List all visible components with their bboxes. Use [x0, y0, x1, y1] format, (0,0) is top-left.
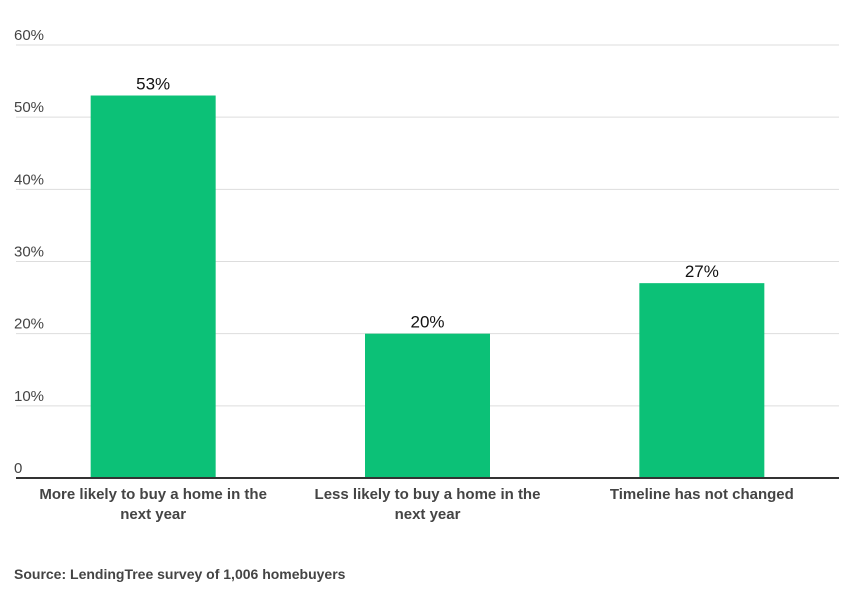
y-tick-label: 0 [14, 460, 22, 477]
bar-chart: 0 10% 20% 30% 40% 50% 60% 53% 20% 27% More likel… [14, 27, 839, 523]
data-label: 20% [410, 313, 444, 332]
data-label: 53% [136, 75, 170, 94]
x-category-label: Timeline has not changed [610, 486, 794, 503]
y-tick-label: 40% [14, 171, 44, 188]
x-category-label-line: Timeline has not changed [610, 486, 794, 503]
bars [90, 95, 765, 479]
x-category-label: More likely to buy a home in the next yea… [39, 486, 267, 523]
x-axis-categories: More likely to buy a home in the next yea… [39, 486, 793, 523]
bar [365, 333, 490, 478]
y-tick-label: 20% [14, 316, 44, 333]
y-tick-label: 50% [14, 99, 44, 116]
y-tick-label: 10% [14, 388, 44, 405]
source-note: Source: LendingTree survey of 1,006 home… [14, 566, 346, 582]
x-category-label: Less likely to buy a home in the next yea… [315, 486, 541, 523]
x-category-label-line: next year [395, 506, 461, 523]
x-category-label-line: next year [120, 506, 186, 523]
bar [639, 283, 765, 478]
y-axis-ticks: 0 10% 20% 30% 40% 50% 60% [14, 27, 44, 477]
x-category-label-line: Less likely to buy a home in the [315, 486, 541, 503]
data-labels: 53% 20% 27% [136, 75, 719, 332]
y-tick-label: 30% [14, 244, 44, 261]
y-tick-label: 60% [14, 27, 44, 44]
data-label: 27% [685, 262, 719, 281]
bar [90, 95, 216, 479]
x-category-label-line: More likely to buy a home in the [39, 486, 267, 503]
